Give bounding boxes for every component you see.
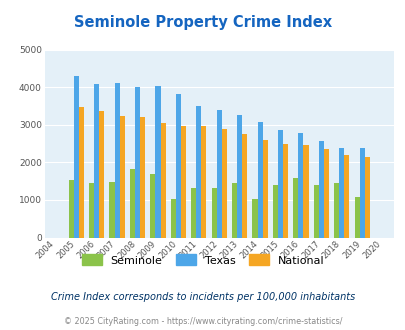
- Bar: [231, 183, 237, 238]
- Bar: [94, 84, 99, 238]
- Bar: [191, 188, 196, 238]
- Bar: [272, 185, 277, 238]
- Bar: [262, 140, 267, 238]
- Bar: [257, 122, 262, 238]
- Bar: [196, 106, 201, 238]
- Bar: [298, 133, 303, 238]
- Bar: [99, 111, 104, 238]
- Bar: [160, 123, 165, 238]
- Text: Seminole Property Crime Index: Seminole Property Crime Index: [74, 15, 331, 30]
- Bar: [338, 148, 343, 238]
- Bar: [252, 199, 257, 238]
- Bar: [359, 148, 364, 238]
- Bar: [354, 197, 359, 238]
- Bar: [277, 130, 282, 238]
- Bar: [175, 94, 181, 238]
- Bar: [343, 155, 349, 238]
- Bar: [155, 86, 160, 238]
- Bar: [150, 174, 155, 238]
- Bar: [333, 183, 338, 238]
- Bar: [221, 128, 226, 238]
- Bar: [323, 149, 328, 238]
- Bar: [130, 169, 135, 238]
- Bar: [282, 144, 288, 238]
- Bar: [211, 188, 216, 238]
- Bar: [292, 178, 298, 238]
- Bar: [109, 182, 114, 238]
- Bar: [74, 76, 79, 238]
- Bar: [135, 87, 140, 238]
- Bar: [201, 126, 206, 238]
- Bar: [79, 108, 84, 238]
- Bar: [303, 145, 308, 238]
- Bar: [114, 83, 119, 238]
- Text: © 2025 CityRating.com - https://www.cityrating.com/crime-statistics/: © 2025 CityRating.com - https://www.city…: [64, 317, 341, 326]
- Text: Crime Index corresponds to incidents per 100,000 inhabitants: Crime Index corresponds to incidents per…: [51, 292, 354, 302]
- Bar: [181, 126, 185, 238]
- Bar: [119, 116, 124, 238]
- Legend: Seminole, Texas, National: Seminole, Texas, National: [77, 250, 328, 270]
- Bar: [89, 183, 94, 238]
- Bar: [171, 199, 175, 238]
- Bar: [313, 185, 318, 238]
- Bar: [242, 134, 247, 238]
- Bar: [216, 111, 221, 238]
- Bar: [68, 181, 74, 238]
- Bar: [237, 115, 242, 238]
- Bar: [318, 141, 323, 238]
- Bar: [140, 117, 145, 238]
- Bar: [364, 157, 369, 238]
